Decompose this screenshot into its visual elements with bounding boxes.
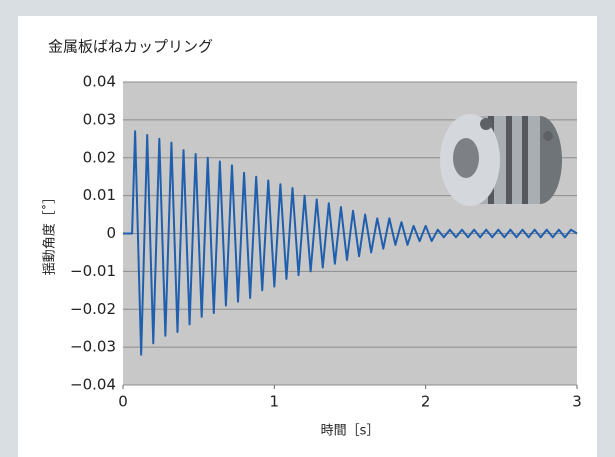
y-tick-label: 0.02 [83,148,116,166]
signal-line [123,130,578,356]
y-axis-label: 揺動角度［˚］ [42,191,58,276]
x-tick-label: 3 [572,393,582,411]
x-tick-label: 2 [421,393,431,411]
x-axis-label: 時間［s］ [321,424,380,439]
product-photo [440,114,562,206]
x-tick-label: 0 [118,393,128,411]
y-tick-label: 0.01 [83,186,116,204]
y-tick-label: −0.02 [70,300,116,318]
y-tick-label: −0.04 [70,376,116,394]
y-tick-label: 0.04 [83,73,116,91]
marks: −0.04 −0.03 −0.02 −0.01 0 0.01 0.02 0.03 0.04 0 1 2… [70,73,582,411]
y-tick-label: 0.03 [83,110,116,128]
x-tick-label: 1 [270,393,280,411]
y-tick-label: −0.03 [70,338,116,356]
y-tick-label: 0 [106,224,116,242]
chart-title: 金属板ばねカップリング [48,38,213,56]
y-tick-label: −0.01 [70,262,116,280]
